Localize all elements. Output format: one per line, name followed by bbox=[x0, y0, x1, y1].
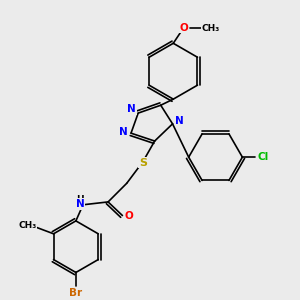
Text: Cl: Cl bbox=[257, 152, 269, 162]
Text: Br: Br bbox=[69, 288, 82, 298]
Text: N: N bbox=[119, 128, 128, 137]
Text: H: H bbox=[76, 195, 84, 204]
Text: O: O bbox=[180, 22, 188, 32]
Text: CH₃: CH₃ bbox=[202, 24, 220, 33]
Text: N: N bbox=[76, 199, 85, 209]
Text: N: N bbox=[128, 104, 136, 114]
Text: CH₃: CH₃ bbox=[18, 221, 37, 230]
Text: S: S bbox=[139, 158, 147, 167]
Text: O: O bbox=[124, 211, 133, 221]
Text: N: N bbox=[175, 116, 184, 126]
